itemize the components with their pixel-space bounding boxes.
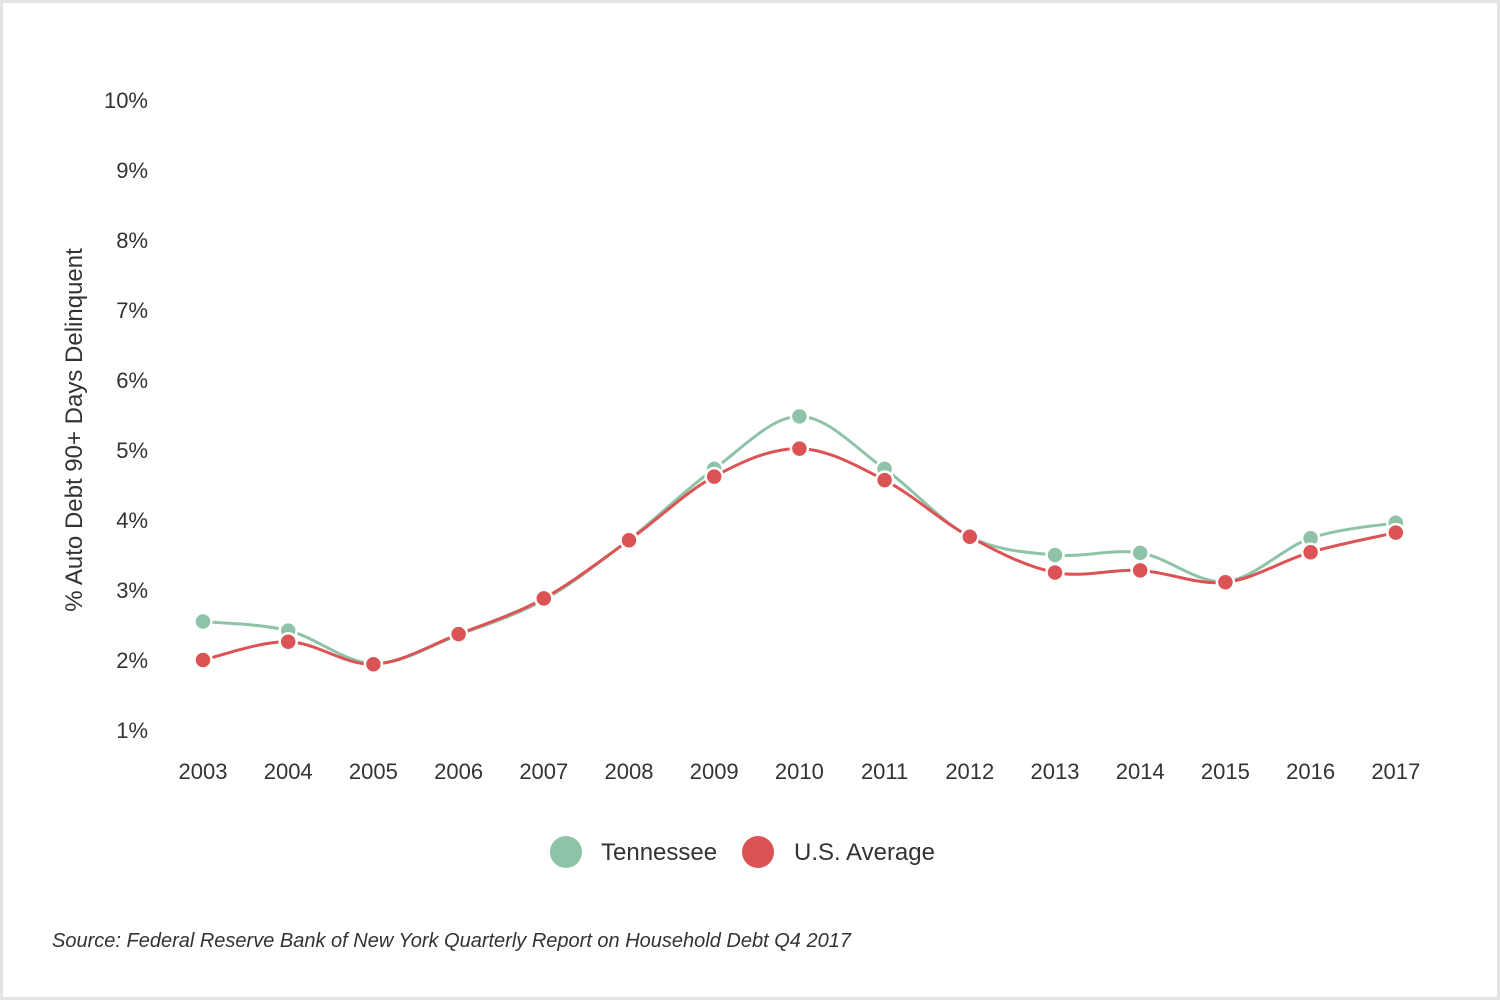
series-layer [193,406,1406,674]
x-tick-label: 2017 [1371,759,1420,784]
data-point-u-s-average [1045,562,1065,583]
data-point-tennessee [1045,545,1065,565]
x-tick-label: 2013 [1031,759,1080,784]
legend-label-tennessee: Tennessee [601,839,717,866]
y-tick-label: 10% [104,88,148,113]
x-tick-label: 2004 [264,759,313,784]
y-tick-label: 2% [116,648,148,673]
data-point-u-s-average [1300,542,1321,562]
data-point-u-s-average [1130,560,1150,581]
data-point-tennessee [1130,543,1150,563]
data-point-u-s-average [874,470,895,490]
data-point-u-s-average [619,530,639,551]
data-point-u-s-average [789,438,810,459]
x-tick-label: 2011 [861,759,908,784]
x-tick-label: 2005 [349,759,398,784]
y-tick-label: 7% [116,298,148,323]
data-point-tennessee [193,611,213,632]
y-axis-title: % Auto Debt 90+ Days Delinquent [61,248,88,612]
data-point-u-s-average [704,466,724,487]
legend-label-u-s-average: U.S. Average [794,839,935,866]
data-point-u-s-average [534,588,554,609]
x-tick-label: 2014 [1116,759,1165,784]
x-tick-label: 2003 [179,759,228,784]
x-tick-label: 2006 [434,759,483,784]
y-tick-label: 3% [116,578,148,603]
data-point-u-s-average [960,527,980,547]
source-note: Source: Federal Reserve Bank of New York… [52,930,851,952]
x-tick-label: 2009 [690,759,739,784]
y-tick-label: 6% [116,368,148,393]
y-tick-label: 1% [116,718,148,743]
data-point-u-s-average [278,632,298,652]
data-point-u-s-average [1215,572,1236,593]
legend-swatch-tennessee [550,836,582,868]
series-u-s-average [193,438,1406,674]
x-tick-label: 2012 [945,759,994,784]
x-tick-label: 2008 [605,759,654,784]
legend-swatch-u-s-average [742,836,774,868]
y-tick-label: 8% [116,228,148,253]
x-tick-label: 2015 [1201,759,1250,784]
data-point-u-s-average [1386,522,1406,543]
x-axis-ticks: 2003 2004 2005 2006 2007 2008 2009 2010 2011 2012… [179,759,1421,784]
data-point-tennessee [789,406,810,427]
x-tick-label: 2016 [1286,759,1335,784]
data-point-u-s-average [448,624,469,644]
series-line-u-s-average [202,447,1397,666]
data-point-u-s-average [363,654,384,674]
x-tick-label: 2007 [519,759,568,784]
y-tick-label: 9% [116,158,148,183]
legend: Tennessee U.S. Average [550,836,935,868]
data-point-u-s-average [193,650,213,670]
y-tick-label: 4% [116,508,148,533]
y-tick-label: 5% [116,438,148,463]
y-axis-ticks: 1% 2% 3% 4% 5% 6% 7% 8% 9% 10% [104,88,148,743]
x-tick-label: 2010 [775,759,824,784]
